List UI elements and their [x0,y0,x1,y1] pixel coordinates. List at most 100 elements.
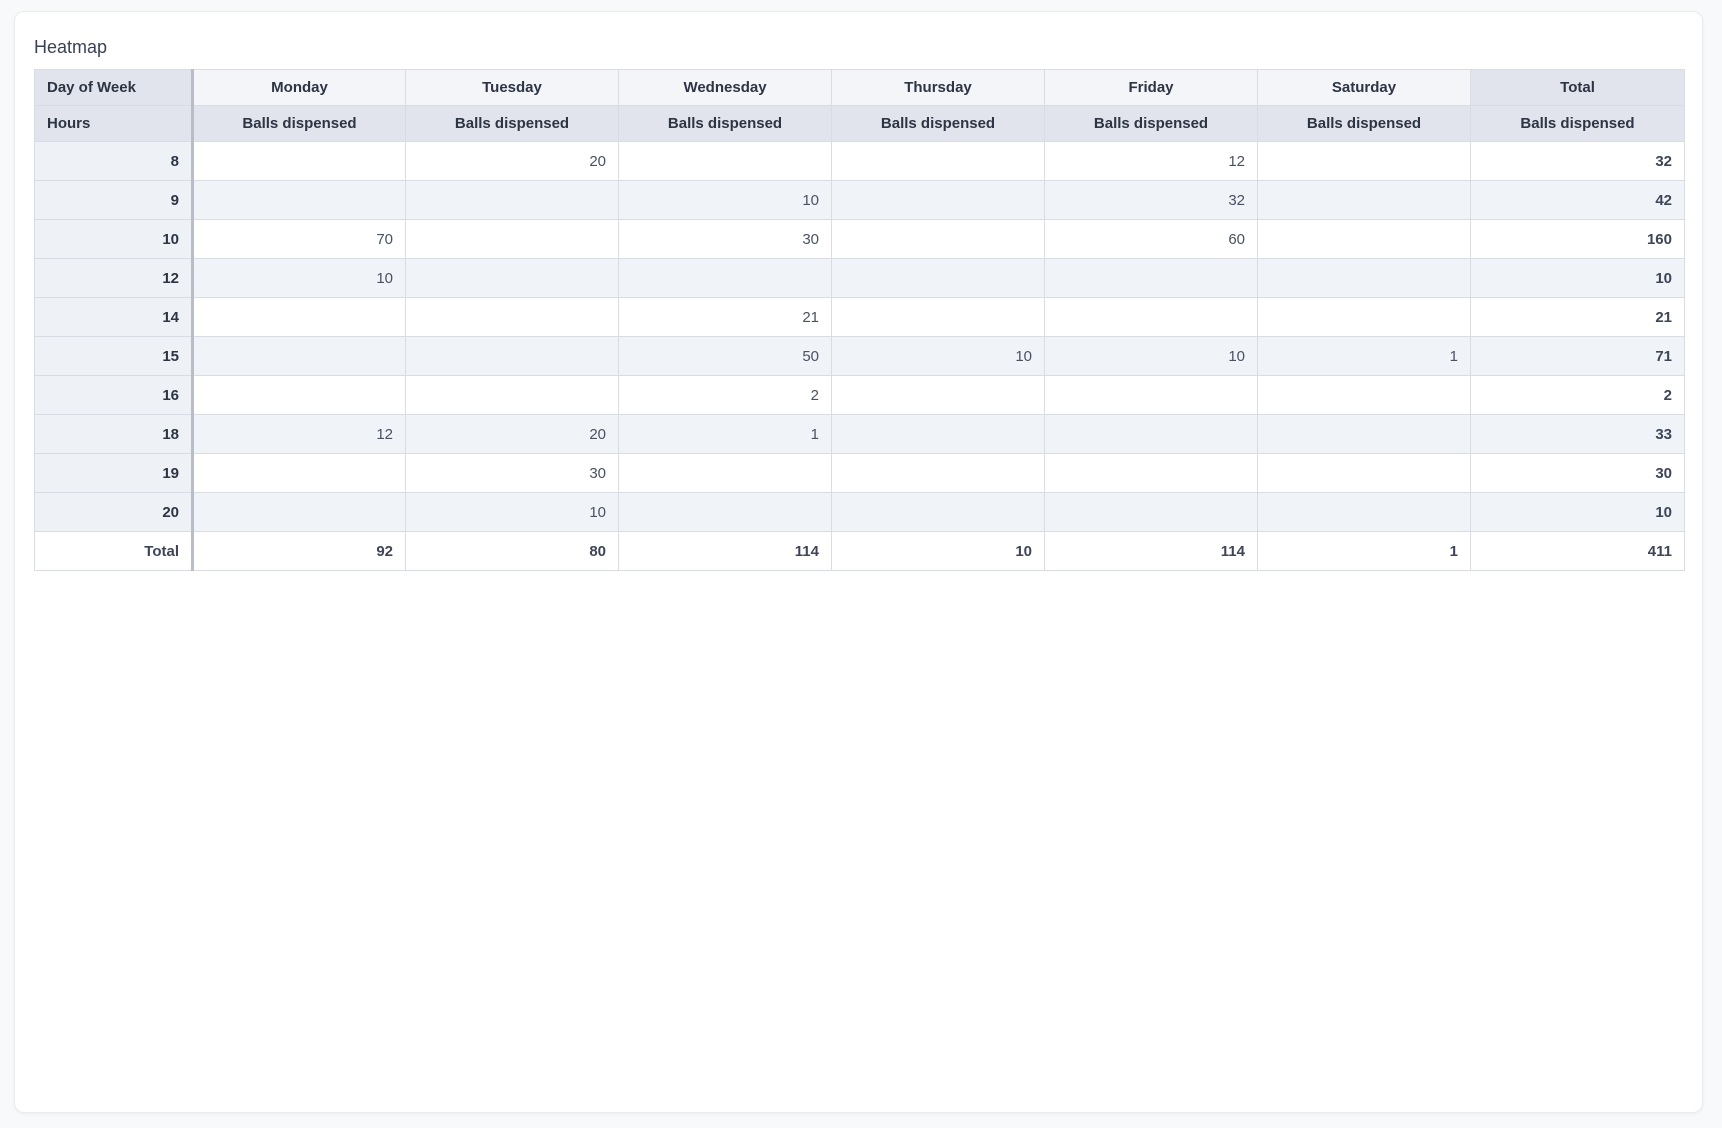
row-total-cell: 32 [1470,141,1685,181]
measure-header-friday: Balls dispensed [1044,105,1258,142]
row-dimension-header-hours: Hours [34,105,194,142]
value-cell [405,375,619,415]
row-total-cell: 10 [1470,492,1685,532]
value-cell [192,375,406,415]
column-header-saturday: Saturday [1257,69,1471,106]
column-header-monday: Monday [192,69,406,106]
row-total-cell: 71 [1470,336,1685,376]
row-label-hour: 15 [34,336,194,376]
value-cell [831,297,1045,337]
value-cell [1257,492,1471,532]
row-label-hour: 19 [34,453,194,493]
value-cell [831,180,1045,220]
value-cell [1257,180,1471,220]
measure-header-wednesday: Balls dispensed [618,105,832,142]
widget-title: Heatmap [34,37,108,57]
value-cell: 60 [1044,219,1258,259]
value-cell [618,453,832,493]
value-cell: 10 [405,492,619,532]
value-cell [192,453,406,493]
column-total-cell: 80 [405,531,619,571]
value-cell [192,141,406,181]
header-row-measure: Hours Balls dispensed Balls dispensed Ba… [34,105,1685,142]
row-label-hour: 14 [34,297,194,337]
column-header-thursday: Thursday [831,69,1045,106]
column-total-cell: 10 [831,531,1045,571]
value-cell [1257,258,1471,298]
header-row-days: Day of Week Monday Tuesday Wednesday Thu… [34,69,1685,106]
row-total-cell: 30 [1470,453,1685,493]
measure-header-saturday: Balls dispensed [1257,105,1471,142]
value-cell: 70 [192,219,406,259]
row-label-hour: 16 [34,375,194,415]
value-cell [831,492,1045,532]
value-cell [1044,453,1258,493]
value-cell [192,180,406,220]
row-total-cell: 21 [1470,297,1685,337]
value-cell [405,180,619,220]
value-cell [1044,375,1258,415]
column-total-cell: 114 [618,531,832,571]
grand-total-cell: 411 [1470,531,1685,571]
pivot-table: Day of Week Monday Tuesday Wednesday Thu… [34,69,1685,571]
data-row-hour-12: 12 10 10 [34,258,1685,298]
data-row-hour-19: 19 30 30 [34,453,1685,493]
value-cell: 10 [192,258,406,298]
data-row-hour-15: 15 50 10 10 1 71 [34,336,1685,376]
totals-row-label: Total [34,531,194,571]
value-cell [1257,453,1471,493]
value-cell [618,258,832,298]
totals-row: Total 92 80 114 10 114 1 411 [34,531,1685,571]
value-cell: 1 [618,414,832,454]
row-total-cell: 160 [1470,219,1685,259]
data-row-hour-10: 10 70 30 60 160 [34,219,1685,259]
value-cell [1044,414,1258,454]
value-cell: 1 [1257,336,1471,376]
value-cell [618,492,832,532]
value-cell [831,141,1045,181]
value-cell: 30 [405,453,619,493]
row-label-hour: 10 [34,219,194,259]
row-total-cell: 42 [1470,180,1685,220]
data-row-hour-18: 18 12 20 1 33 [34,414,1685,454]
value-cell: 50 [618,336,832,376]
value-cell [1257,297,1471,337]
column-header-friday: Friday [1044,69,1258,106]
value-cell: 20 [405,414,619,454]
data-row-hour-16: 16 2 2 [34,375,1685,415]
measure-header-thursday: Balls dispensed [831,105,1045,142]
value-cell: 10 [1044,336,1258,376]
value-cell [831,219,1045,259]
value-cell [1044,297,1258,337]
value-cell [405,297,619,337]
row-total-cell: 2 [1470,375,1685,415]
value-cell [1257,414,1471,454]
value-cell [405,258,619,298]
row-total-cell: 33 [1470,414,1685,454]
value-cell [192,336,406,376]
value-cell [1044,492,1258,532]
value-cell [618,141,832,181]
corner-header-day-of-week: Day of Week [34,69,194,106]
value-cell [192,297,406,337]
data-row-hour-9: 9 10 32 42 [34,180,1685,220]
measure-header-total: Balls dispensed [1470,105,1685,142]
value-cell: 30 [618,219,832,259]
data-row-hour-8: 8 20 12 32 [34,141,1685,181]
column-total-cell: 92 [192,531,406,571]
value-cell [1044,258,1258,298]
data-row-hour-14: 14 21 21 [34,297,1685,337]
value-cell [831,453,1045,493]
value-cell: 12 [192,414,406,454]
data-row-hour-20: 20 10 10 [34,492,1685,532]
column-header-wednesday: Wednesday [618,69,832,106]
value-cell: 20 [405,141,619,181]
value-cell: 32 [1044,180,1258,220]
value-cell [1257,141,1471,181]
heatmap-widget-card: Heatmap Day of Week Monday Tuesday Wedne… [14,11,1703,1113]
row-label-hour: 20 [34,492,194,532]
value-cell [1257,375,1471,415]
row-label-hour: 9 [34,180,194,220]
value-cell: 10 [618,180,832,220]
column-total-cell: 114 [1044,531,1258,571]
